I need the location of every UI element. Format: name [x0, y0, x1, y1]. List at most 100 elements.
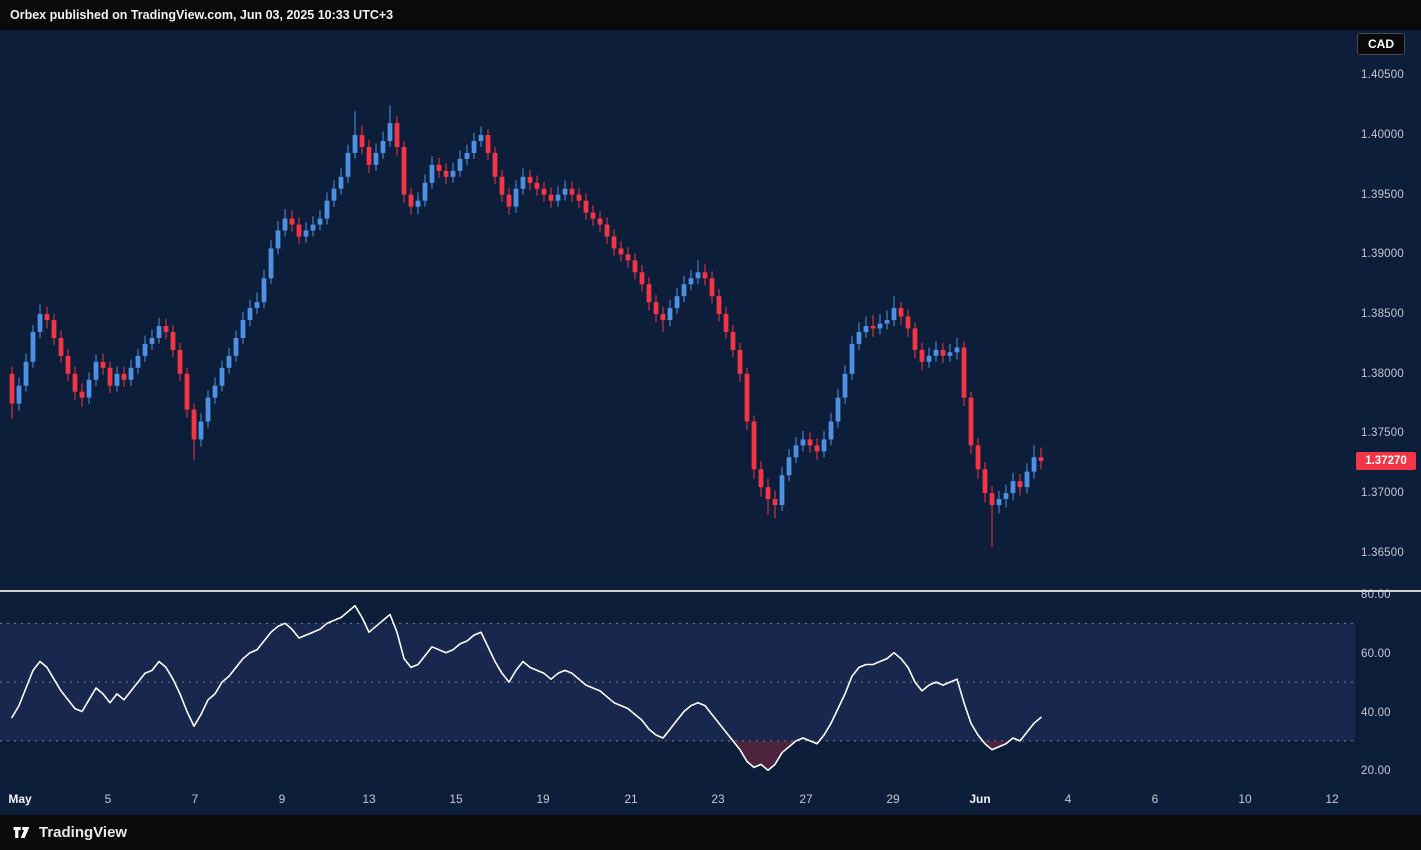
candle-down	[653, 294, 659, 323]
time-axis-label: 13	[362, 792, 376, 806]
candle-down	[121, 366, 127, 387]
candle-up	[345, 144, 351, 183]
time-axis-label: 29	[886, 792, 900, 806]
candle-down	[485, 129, 491, 161]
candle-up	[471, 132, 477, 159]
candle-down	[723, 306, 729, 340]
candle-down	[163, 318, 169, 340]
candle-up	[933, 341, 939, 362]
candle-up	[30, 324, 36, 368]
candle-down	[898, 302, 904, 325]
candle-up	[821, 431, 827, 458]
tradingview-brand[interactable]: TradingView	[39, 824, 128, 841]
candle-down	[919, 342, 925, 371]
candle-up	[863, 316, 869, 338]
candle-up	[856, 322, 862, 350]
candle-up	[303, 222, 309, 243]
candle-up	[142, 335, 148, 362]
price-scale[interactable]: 1.40500 1.40000 1.39500 1.39000 1.38500 1.380…	[1355, 30, 1421, 815]
candle-up	[877, 314, 883, 335]
candle-up	[86, 372, 92, 404]
time-axis-label: Jun	[969, 792, 991, 806]
candle-down	[737, 342, 743, 383]
candle-down	[982, 462, 988, 503]
candle-up	[317, 210, 323, 231]
candle-down	[359, 125, 365, 155]
candle-up	[422, 174, 428, 207]
candle-up	[352, 111, 358, 159]
candle-down	[408, 187, 414, 216]
candle-down	[639, 265, 645, 292]
candle-down	[569, 181, 575, 202]
time-axis-label: 23	[711, 792, 725, 806]
candle-up	[891, 296, 897, 327]
candle-down	[401, 141, 407, 204]
symbol-badge[interactable]: CAD	[1357, 33, 1405, 55]
candle-up	[93, 354, 99, 386]
time-axis-label: 21	[624, 792, 638, 806]
candle-up	[149, 329, 155, 350]
candle-up	[926, 347, 932, 368]
candle-up	[1031, 445, 1037, 479]
candle-up	[464, 144, 470, 165]
candle-up	[282, 209, 288, 237]
candle-up	[373, 143, 379, 171]
candle-up	[268, 240, 274, 285]
candle-up	[849, 335, 855, 380]
candle-up	[226, 347, 232, 374]
candle-up	[800, 431, 806, 452]
price-pane[interactable]	[0, 30, 1355, 591]
candle-down	[51, 314, 57, 346]
candle-down	[534, 175, 540, 196]
candle-down	[604, 217, 610, 244]
candle-down	[499, 169, 505, 202]
candle-up	[415, 192, 421, 214]
candle-up	[674, 287, 680, 315]
candle-up	[828, 413, 834, 446]
time-axis-label: 27	[799, 792, 813, 806]
candle-down	[170, 324, 176, 358]
candle-up	[233, 330, 239, 362]
last-price-badge: 1.37270	[1356, 451, 1416, 470]
rsi-pane[interactable]	[0, 591, 1355, 785]
candle-down	[870, 315, 876, 337]
time-axis-label: 10	[1238, 792, 1252, 806]
candle-down	[548, 187, 554, 208]
candle-up	[387, 105, 393, 147]
price-tick-label: 1.37000	[1361, 487, 1404, 500]
candle-up	[779, 466, 785, 512]
tradingview-logo-icon[interactable]	[12, 823, 31, 842]
time-axis-label: 5	[104, 792, 112, 806]
price-tick-label: 1.39000	[1361, 248, 1404, 261]
publish-text: Orbex published on TradingView.com, Jun …	[10, 8, 394, 22]
candle-down	[632, 253, 638, 280]
candle-up	[128, 359, 134, 386]
candle-up	[478, 126, 484, 147]
candle-down	[772, 490, 778, 519]
candle-up	[681, 275, 687, 303]
candle-down	[730, 324, 736, 358]
candle-up	[240, 311, 246, 344]
time-axis-label: 7	[191, 792, 199, 806]
candle-up	[380, 131, 386, 159]
rsi-line	[11, 604, 1042, 772]
candle-up	[156, 317, 162, 344]
candle-down	[436, 157, 442, 179]
candle-up	[996, 490, 1002, 514]
candle-down	[443, 163, 449, 184]
price-tick-label: 1.38500	[1361, 308, 1404, 321]
candle-up	[205, 390, 211, 428]
candle-down	[177, 342, 183, 381]
candle-down	[541, 181, 547, 202]
rsi-oversold-fill	[733, 740, 1010, 771]
time-scale[interactable]: May 5 7 9 13 15 19 21 23 27 29 Jun 4 6 10 12	[0, 785, 1355, 815]
candle-down	[296, 217, 302, 244]
price-tick-label: 1.40000	[1361, 129, 1404, 142]
candle-down	[618, 241, 624, 262]
candle-up	[338, 168, 344, 195]
candle-up	[450, 162, 456, 183]
candle-up	[212, 377, 218, 404]
candle-up	[793, 437, 799, 464]
candle-up	[457, 150, 463, 177]
